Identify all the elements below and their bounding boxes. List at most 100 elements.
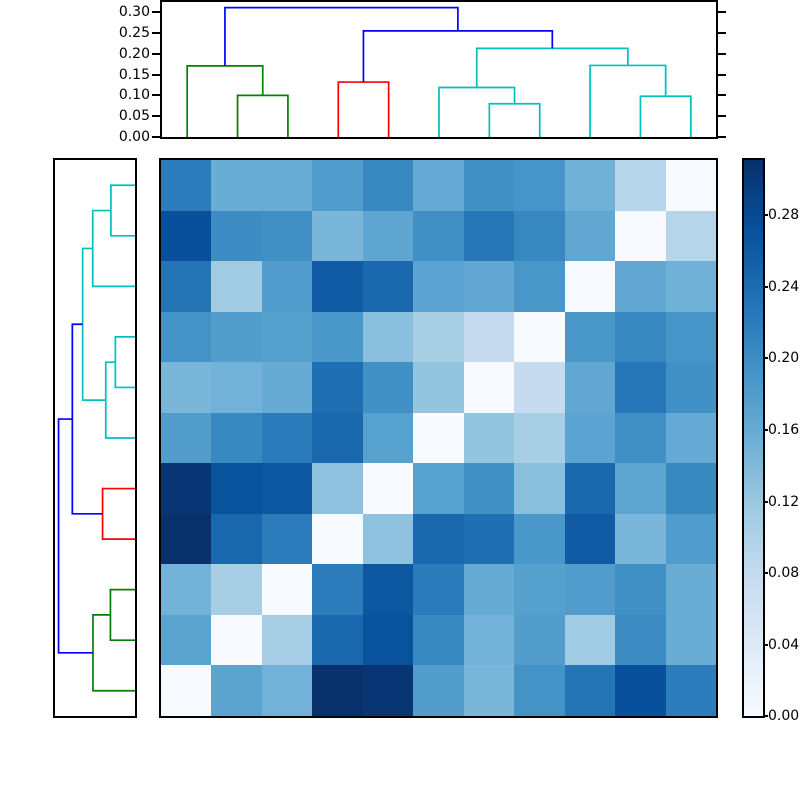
top-axis-tick-label: 0.15 [118, 66, 150, 83]
heatmap-cell [161, 614, 212, 666]
heatmap-cell [564, 463, 616, 514]
heatmap-cell [564, 160, 616, 211]
heatmap-cell [564, 261, 616, 312]
heatmap-cell [514, 412, 565, 464]
heatmap-cell [312, 362, 363, 413]
heatmap-cell [514, 362, 565, 413]
heatmap-cell [261, 614, 313, 666]
heatmap-cell [413, 564, 464, 615]
top-axis-right-tick-mark [718, 115, 726, 118]
dendrogram-link-green [186, 65, 264, 137]
heatmap-cell [161, 665, 212, 716]
colorbar-tick-mark [763, 429, 768, 431]
dendrogram-link-green [92, 614, 135, 692]
dendrogram-link-red [337, 81, 390, 137]
heatmap-cell [665, 362, 716, 413]
heatmap-cell [362, 412, 414, 464]
heatmap-cell [312, 311, 363, 363]
top-dendrogram-panel [160, 0, 718, 139]
heatmap-cell [564, 311, 616, 363]
colorbar-tick-mark [763, 285, 768, 288]
heatmap-cell [615, 513, 666, 565]
colorbar-tick-label: 0.28 [768, 207, 800, 224]
heatmap-cell [211, 665, 262, 716]
heatmap-cell [615, 311, 666, 363]
heatmap-cell [463, 412, 515, 464]
heatmap-cell [615, 210, 666, 262]
heatmap-cell [161, 463, 212, 514]
dendrogram-link-cyan [114, 336, 135, 389]
heatmap-cell [312, 513, 363, 565]
heatmap-cell [312, 210, 363, 262]
top-axis-tick-label: 0.10 [118, 87, 150, 104]
heatmap-cell [161, 564, 212, 615]
top-axis-right-tick-mark [718, 136, 726, 138]
heatmap-cell [564, 513, 616, 565]
dendrogram-link-green [236, 94, 289, 137]
top-axis-right-tick-mark [718, 11, 726, 14]
dendrogram-link-cyan [81, 247, 106, 401]
heatmap-cell [312, 160, 363, 211]
heatmap-cell [665, 160, 716, 211]
heatmap-cell [211, 513, 262, 565]
heatmap-cell [413, 614, 464, 666]
heatmap-cell [312, 614, 363, 666]
colorbar-tick-label: 0.00 [768, 708, 800, 724]
dendrogram-link-cyan [438, 86, 516, 137]
colorbar-tick-label: 0.16 [768, 422, 800, 438]
dendrogram-link-cyan [475, 47, 629, 88]
heatmap-cell [514, 564, 565, 615]
heatmap-cell [665, 210, 716, 262]
heatmap-cell [665, 311, 716, 363]
heatmap-cell [261, 564, 313, 615]
heatmap-cell [615, 261, 666, 312]
heatmap-cell [261, 463, 313, 514]
heatmap-cell [211, 614, 262, 666]
heatmap-cell [615, 412, 666, 464]
colorbar-tick-label: 0.12 [768, 493, 800, 510]
colorbar-tick-mark [763, 357, 768, 360]
heatmap-cell [261, 412, 313, 464]
heatmap-cell [463, 463, 515, 514]
dendrogram-link-red [101, 487, 135, 540]
heatmap-cell [665, 261, 716, 312]
left-dendrogram-panel [53, 158, 137, 718]
heatmap-cell [564, 412, 616, 464]
heatmap-cell [615, 564, 666, 615]
heatmap-cell [312, 261, 363, 312]
heatmap-cell [261, 210, 313, 262]
top-axis-tick-mark [152, 32, 160, 34]
colorbar [742, 158, 765, 718]
heatmap-cell [362, 513, 414, 565]
heatmap-cell [514, 160, 565, 211]
dendrogram-link-blue [57, 418, 93, 654]
heatmap-cell [261, 362, 313, 413]
heatmap-cell [463, 614, 515, 666]
heatmap-cell [665, 412, 716, 464]
heatmap-cell [564, 362, 616, 413]
heatmap-cell [665, 463, 716, 514]
top-axis-tick-label: 0.05 [118, 108, 150, 125]
heatmap-cell [362, 210, 414, 262]
top-axis-tick-mark [152, 115, 160, 118]
heatmap-cell [161, 210, 212, 262]
dendrogram-link-cyan [639, 95, 692, 137]
heatmap-cell [211, 160, 262, 211]
heatmap-cell [665, 614, 716, 666]
heatmap-cell [413, 412, 464, 464]
top-axis-right-tick-mark [718, 94, 726, 97]
heatmap-cell [413, 261, 464, 312]
heatmap-cell [362, 261, 414, 312]
heatmap-cell [312, 463, 363, 514]
heatmap-cell [463, 160, 515, 211]
heatmap-cell [211, 261, 262, 312]
top-axis-tick-label: 0.20 [118, 45, 150, 62]
dendrogram-link-blue [362, 30, 554, 83]
top-axis-tick-mark [152, 73, 160, 76]
heatmap-cell [362, 463, 414, 514]
top-axis-tick-label: 0.00 [118, 129, 150, 145]
heatmap-cell [261, 665, 313, 716]
heatmap-cell [514, 210, 565, 262]
heatmap-cell [211, 362, 262, 413]
top-axis-tick-mark [152, 94, 160, 97]
